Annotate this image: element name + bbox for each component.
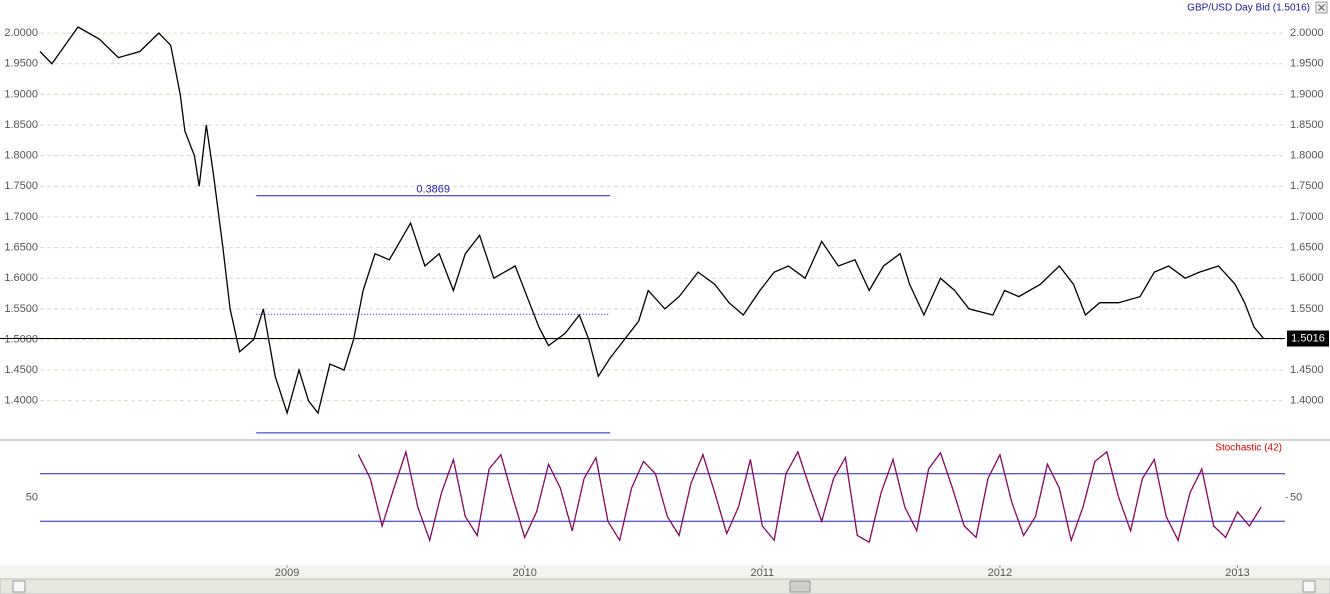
last-value-box [1287, 330, 1329, 347]
y-tick-label-right: 2.0000 [1290, 27, 1324, 39]
y-tick-label: 1.5500 [4, 303, 38, 315]
x-tick-label: 2009 [275, 567, 299, 579]
y-tick-label-right: 1.9500 [1290, 58, 1324, 70]
y-tick-label-right: 1.6000 [1290, 272, 1324, 284]
y-tick-label-right: 1.6500 [1290, 241, 1324, 253]
x-tick-label: 2010 [512, 567, 536, 579]
scroll-left[interactable] [12, 580, 26, 593]
range-label: 0.3869 [416, 184, 450, 196]
y-tick-label-right: 1.7500 [1290, 180, 1324, 192]
y-tick-label-right: 1.4000 [1290, 395, 1324, 407]
scrollbar[interactable] [0, 578, 1330, 594]
y-tick-label-right: 1.5500 [1290, 303, 1324, 315]
y-tick-label: 50 [26, 491, 38, 503]
series-line [39, 26, 1265, 416]
y-tick-label: 1.6500 [4, 241, 38, 253]
last-value-label: 1.5016 [1291, 332, 1325, 344]
y-tick-label: 1.8000 [4, 150, 38, 162]
x-tick-label: 2011 [750, 567, 774, 579]
y-tick-label-right: 1.8500 [1290, 119, 1324, 131]
y-tick-label: 1.4000 [4, 395, 38, 407]
date-strip [0, 565, 1330, 579]
y-tick-label: 1.9500 [4, 58, 38, 70]
chart-title: GBP/USD Day Bid (1.5016) [1187, 3, 1310, 14]
y-tick-label-right: 1.7000 [1290, 211, 1324, 223]
y-tick-label: 1.5000 [4, 333, 38, 345]
signal-line [357, 449, 1262, 543]
x-tick-label: 2012 [988, 567, 1012, 579]
scroll-thumb[interactable] [789, 580, 811, 593]
y-tick-label: 1.7000 [4, 211, 38, 223]
y-tick-label-right: 1.9000 [1290, 88, 1324, 100]
y-tick-label-right: 50 [1290, 491, 1302, 503]
y-tick-label: 1.9000 [4, 88, 38, 100]
legend-entry: Stochastic (42) [1215, 443, 1282, 454]
y-tick-label-right: 1.4500 [1290, 364, 1324, 376]
y-tick-label: 1.8500 [4, 119, 38, 131]
close-icon [1318, 4, 1325, 11]
scroll-right[interactable] [1302, 580, 1316, 593]
y-tick-label: 1.7500 [4, 180, 38, 192]
y-tick-label: 1.6000 [4, 272, 38, 284]
y-tick-label: 2.0000 [4, 27, 38, 39]
y-tick-label: 1.4500 [4, 364, 38, 376]
x-tick-label: 2013 [1225, 567, 1249, 579]
y-tick-label-right: 1.8000 [1290, 150, 1324, 162]
